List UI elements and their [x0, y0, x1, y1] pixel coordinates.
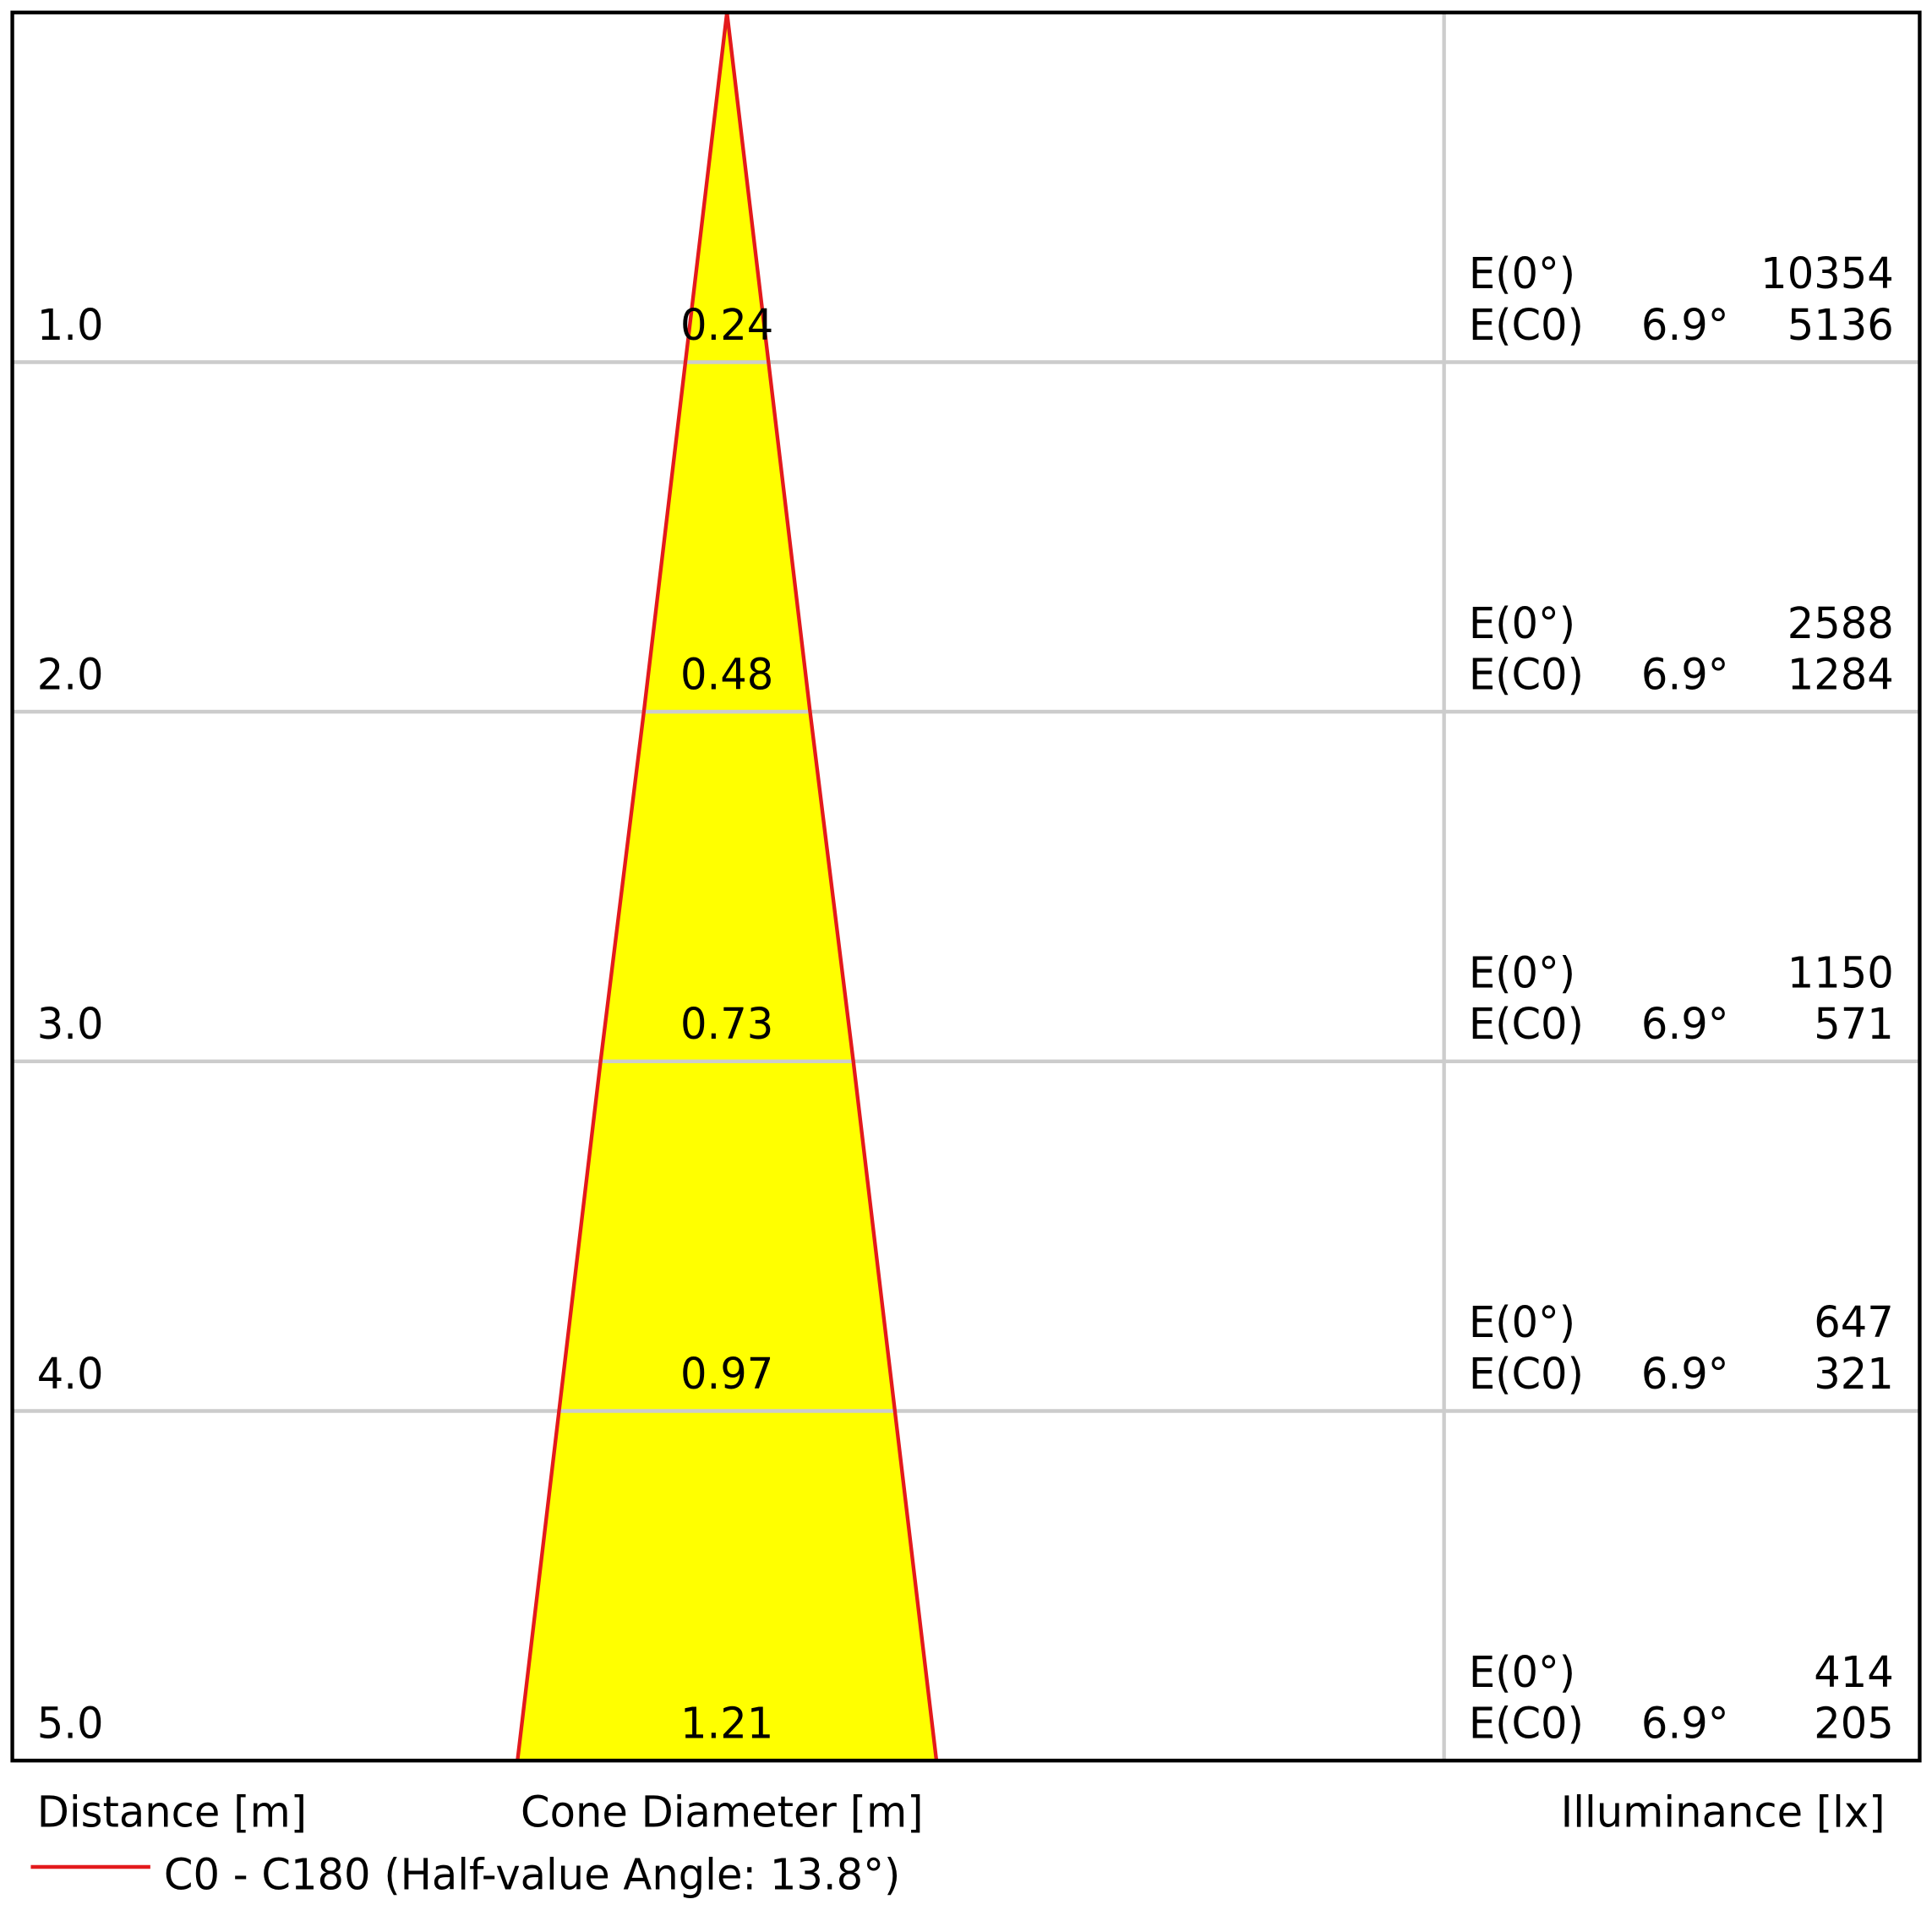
- illuminance-label: Illuminance [lx]: [1561, 1787, 1886, 1836]
- e0-label: E(0°): [1469, 1647, 1575, 1696]
- ec0-label: E(C0): [1469, 1699, 1584, 1748]
- angle-label: 6.9°: [1641, 300, 1729, 349]
- ec0-value: 1284: [1787, 650, 1894, 699]
- diameter-label: 0.73: [680, 1000, 773, 1049]
- angle-label: 6.9°: [1641, 1699, 1729, 1748]
- legend-label: C0 - C180 (Half-value Angle: 13.8°): [164, 1850, 900, 1899]
- cone-edge: [516, 12, 729, 1761]
- angle-label: 6.9°: [1641, 1349, 1729, 1398]
- ec0-value: 571: [1814, 1000, 1894, 1049]
- e0-value: 10354: [1760, 249, 1894, 298]
- ec0-label: E(C0): [1469, 300, 1584, 349]
- distance-tick-label: 1.0: [37, 300, 104, 349]
- ec0-label: E(C0): [1469, 1000, 1584, 1049]
- e0-label: E(0°): [1469, 249, 1575, 298]
- diameter-label: 1.21: [680, 1699, 773, 1748]
- frame: [10, 10, 1922, 1763]
- distance-label: Distance [m]: [37, 1787, 307, 1836]
- ec0-label: E(C0): [1469, 1349, 1584, 1398]
- diameter-label: 0.97: [680, 1349, 773, 1398]
- ec0-value: 5136: [1787, 300, 1894, 349]
- diameter-label: 0.48: [680, 650, 773, 699]
- ec0-value: 205: [1814, 1699, 1894, 1748]
- angle-label: 6.9°: [1641, 1000, 1729, 1049]
- distance-tick-label: 4.0: [37, 1349, 104, 1398]
- distance-tick-label: 5.0: [37, 1699, 104, 1748]
- angle-label: 6.9°: [1641, 650, 1729, 699]
- ec0-value: 321: [1814, 1349, 1894, 1398]
- diameter-label: Cone Diameter [m]: [521, 1787, 924, 1836]
- e0-value: 414: [1814, 1647, 1894, 1696]
- distance-tick-label: 3.0: [37, 1000, 104, 1049]
- diameter-label: 0.24: [680, 300, 773, 349]
- e0-value: 647: [1814, 1298, 1894, 1347]
- e0-label: E(0°): [1469, 948, 1575, 997]
- e0-value: 1150: [1787, 948, 1894, 997]
- ec0-label: E(C0): [1469, 650, 1584, 699]
- cone-edge: [724, 12, 939, 1761]
- e0-label: E(0°): [1469, 598, 1575, 647]
- e0-label: E(0°): [1469, 1298, 1575, 1347]
- e0-value: 2588: [1787, 598, 1894, 647]
- cone: [517, 12, 937, 1761]
- distance-tick-label: 2.0: [37, 650, 104, 699]
